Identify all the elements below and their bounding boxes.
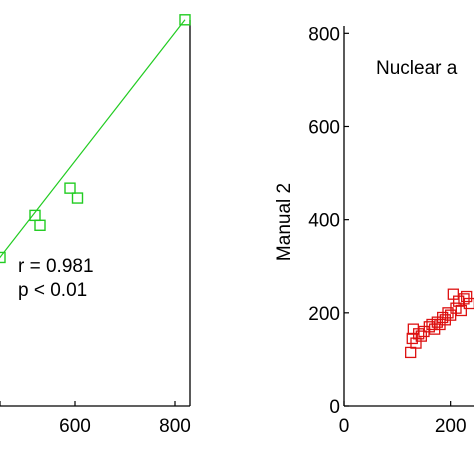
left-data-point (34, 219, 46, 231)
right-y-tick-label: 800 (308, 24, 340, 45)
right-annotation: Nuclear a (376, 58, 458, 79)
right-data-point (461, 290, 473, 303)
right-data-point (405, 346, 417, 359)
right-data-point (455, 304, 467, 317)
left-annotation-p: p < 0.01 (18, 280, 87, 301)
right-y-tick-label: 600 (308, 117, 340, 138)
right-data-point (463, 297, 474, 310)
right-y-tick-label: 200 (308, 304, 340, 325)
left-data-point (179, 14, 191, 26)
left-x-tick-label: 800 (159, 416, 191, 437)
right-y-tick-label: 400 (308, 211, 340, 232)
left-data-points (0, 14, 191, 264)
left-data-point (71, 192, 84, 204)
right-y-axis-title: Manual 2 (274, 183, 295, 261)
right-x-tick-label: 0 (339, 416, 350, 437)
right-y-ticks: 0 200 400 600 800 (308, 24, 349, 418)
right-data-points (405, 288, 474, 359)
right-scatter-panel: 0 200 0 200 400 600 800 Nuclear a Manual 2 (274, 24, 474, 437)
left-annotation-r: r = 0.981 (18, 256, 94, 277)
right-y-tick-label: 0 (329, 397, 340, 418)
left-scatter-panel: 600 800 r = 0.981 p < 0.01 (0, 14, 191, 437)
left-data-point (0, 251, 6, 264)
right-x-tick-label: 200 (435, 416, 467, 437)
left-x-ticks: 600 800 (0, 401, 191, 437)
left-fit-line (0, 19, 186, 259)
left-data-point (64, 182, 76, 194)
right-x-ticks: 0 200 (339, 401, 467, 437)
left-x-tick-label: 600 (59, 416, 91, 437)
